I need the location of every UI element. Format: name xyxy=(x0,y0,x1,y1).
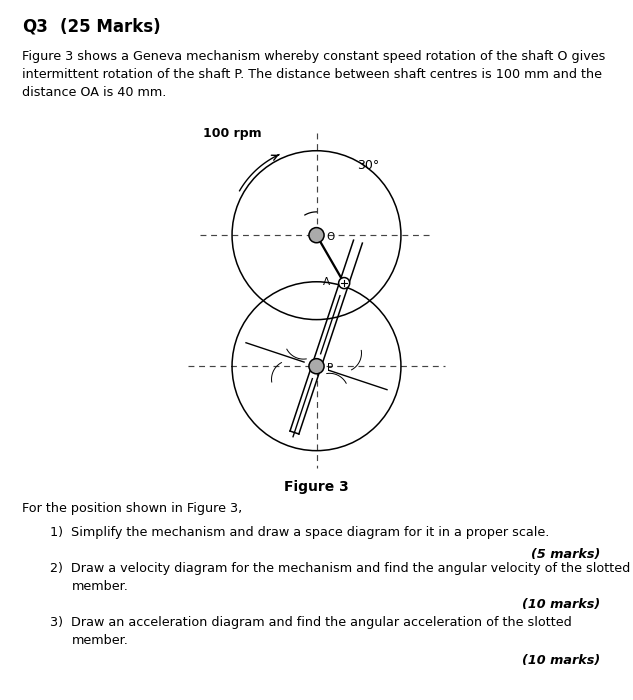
Text: distance OA is 40 mm.: distance OA is 40 mm. xyxy=(22,86,166,99)
Circle shape xyxy=(309,228,324,243)
Text: 3)  Draw an acceleration diagram and find the angular acceleration of the slotte: 3) Draw an acceleration diagram and find… xyxy=(50,616,572,629)
Text: 100 rpm: 100 rpm xyxy=(203,127,261,140)
Text: 2)  Draw a velocity diagram for the mechanism and find the angular velocity of t: 2) Draw a velocity diagram for the mecha… xyxy=(50,562,630,575)
Text: (10 marks): (10 marks) xyxy=(522,598,600,611)
Text: (5 marks): (5 marks) xyxy=(530,548,600,561)
Text: 30°: 30° xyxy=(357,159,380,172)
Text: P: P xyxy=(327,363,333,372)
Text: For the position shown in Figure 3,: For the position shown in Figure 3, xyxy=(22,502,242,515)
Text: A: A xyxy=(322,276,330,286)
Circle shape xyxy=(309,358,324,374)
Text: member.: member. xyxy=(72,580,129,593)
Text: 1)  Simplify the mechanism and draw a space diagram for it in a proper scale.: 1) Simplify the mechanism and draw a spa… xyxy=(50,526,549,539)
Text: (25 Marks): (25 Marks) xyxy=(60,18,161,36)
Text: Figure 3 shows a Geneva mechanism whereby constant speed rotation of the shaft O: Figure 3 shows a Geneva mechanism whereb… xyxy=(22,50,605,63)
Text: member.: member. xyxy=(72,634,129,647)
Text: Q3: Q3 xyxy=(22,18,48,36)
Circle shape xyxy=(339,278,349,288)
Text: intermittent rotation of the shaft P. The distance between shaft centres is 100 : intermittent rotation of the shaft P. Th… xyxy=(22,68,602,81)
Text: Figure 3: Figure 3 xyxy=(284,480,348,494)
Text: O: O xyxy=(327,232,335,242)
Text: (10 marks): (10 marks) xyxy=(522,654,600,667)
